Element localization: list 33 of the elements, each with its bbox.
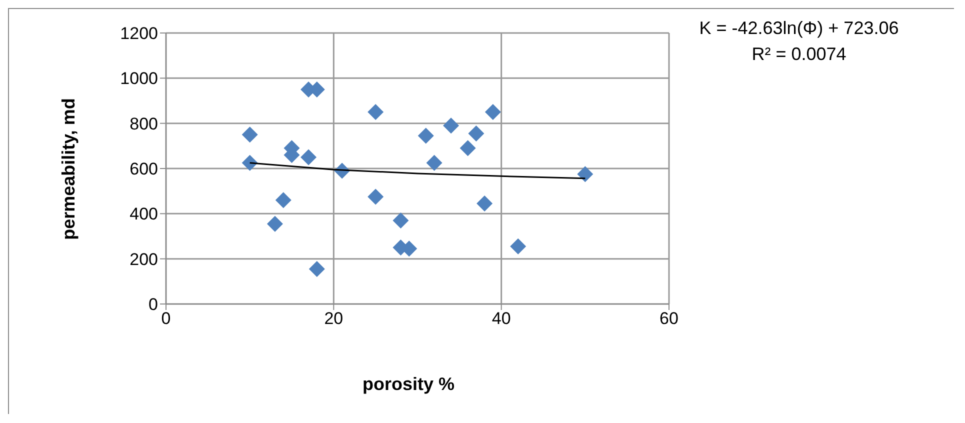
y-tick-label: 1000 bbox=[120, 69, 158, 88]
y-tick-label: 400 bbox=[130, 204, 158, 224]
point bbox=[468, 125, 484, 142]
x-tick-label: 60 bbox=[660, 309, 678, 328]
y-tick-label: 800 bbox=[130, 114, 158, 134]
point bbox=[443, 118, 460, 134]
x-axis-title: porosity % bbox=[361, 374, 456, 395]
point bbox=[368, 188, 384, 205]
point bbox=[242, 154, 258, 171]
x-tick-label: 40 bbox=[492, 309, 511, 328]
point bbox=[308, 260, 325, 277]
point bbox=[242, 126, 258, 143]
text: R² = 0.0074 bbox=[750, 43, 848, 66]
text: K = -42.63ln(Φ) + 723.06 bbox=[698, 17, 900, 40]
point bbox=[426, 154, 442, 171]
x-tick-label: 20 bbox=[324, 309, 344, 328]
point bbox=[275, 192, 292, 208]
point bbox=[300, 149, 317, 166]
point bbox=[476, 196, 493, 212]
point bbox=[577, 166, 594, 182]
y-tick-label: 0 bbox=[148, 295, 158, 314]
point bbox=[266, 216, 283, 232]
point bbox=[484, 104, 501, 120]
y-tick-label: 600 bbox=[130, 160, 158, 179]
point bbox=[510, 238, 526, 254]
point bbox=[460, 140, 476, 156]
y-axis-title: permeability, md bbox=[58, 98, 80, 240]
point bbox=[368, 104, 384, 120]
x-tick-label: 0 bbox=[161, 309, 171, 328]
point bbox=[392, 212, 409, 228]
y-tick-label: 200 bbox=[130, 250, 158, 269]
y-tick-label: 1200 bbox=[120, 24, 158, 44]
point bbox=[418, 128, 434, 144]
